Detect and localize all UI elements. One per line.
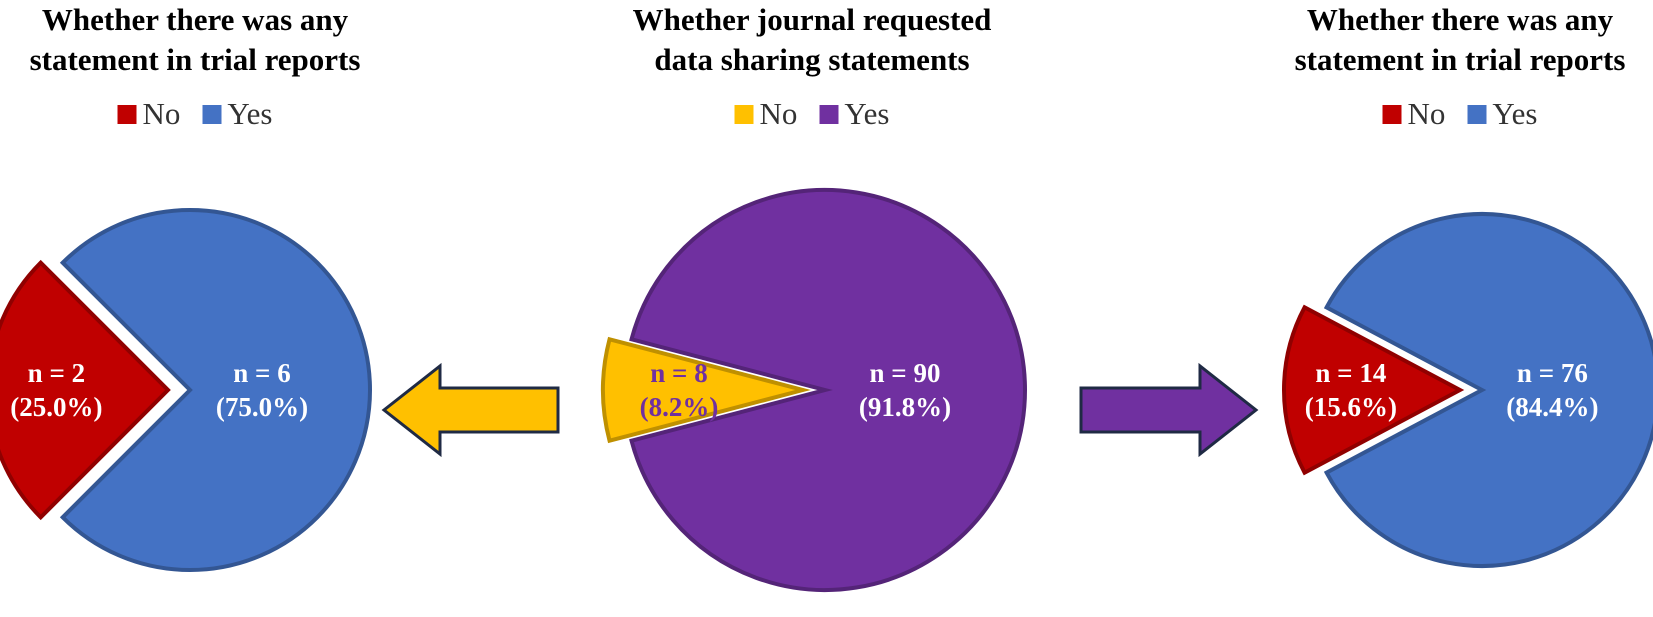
chart-title: Whether journal requested data sharing s… [632,2,992,77]
pie-slice [0,259,171,521]
data-label: n = 90 (91.8%) [858,358,952,422]
pie-slice [1281,304,1465,476]
legend-swatch [117,104,137,124]
legend-item: Yes [1467,96,1538,132]
legend: No Yes [1382,96,1538,132]
legend-item: No [734,96,798,132]
pie-slice [59,208,372,572]
data-label: n = 76 (84.4%) [1506,358,1599,422]
legend-swatch [202,104,222,124]
arrow-right [1079,362,1259,458]
legend-label: Yes [844,96,890,131]
legend-label: No [142,96,181,131]
legend-item: Yes [202,96,273,132]
pie-slice [601,336,811,444]
pie-slice [629,188,1027,592]
data-label: n = 8 (8.2%) [639,358,719,422]
legend-label: No [759,96,798,131]
chart-title: Whether there was any statement in trial… [29,2,361,77]
chart-title: Whether there was any statement in trial… [1294,2,1626,77]
legend-label: Yes [227,96,273,131]
data-label: n = 14 (15.6%) [1304,358,1397,422]
legend-swatch [1467,104,1487,124]
arrow-left [381,362,560,458]
data-label: n = 6 (75.0%) [215,358,309,422]
legend: No Yes [117,96,273,132]
legend-label: No [1407,96,1446,131]
legend-item: No [1382,96,1446,132]
legend-item: No [117,96,181,132]
data-label: n = 2 (25.0%) [10,358,103,422]
legend-swatch [1382,104,1402,124]
legend-swatch [819,104,839,124]
legend-swatch [734,104,754,124]
legend-label: Yes [1492,96,1538,131]
pie-slice [1323,212,1653,568]
legend: No Yes [734,96,890,132]
legend-item: Yes [819,96,890,132]
